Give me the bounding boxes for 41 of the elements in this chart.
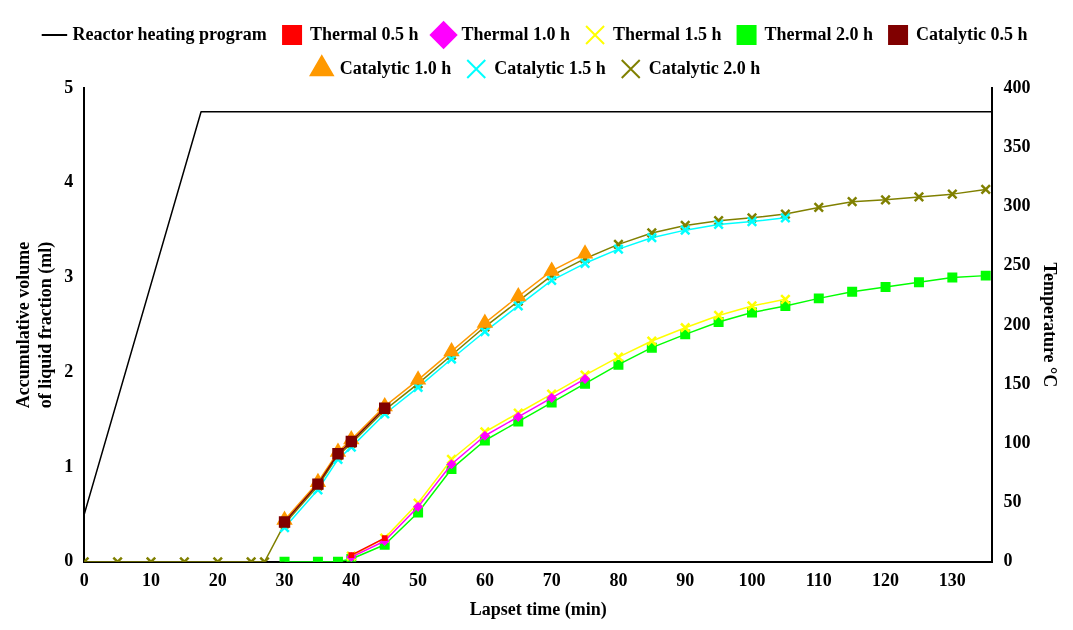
y-axis-title: Accumulative volume of liquid fraction (ml) <box>13 241 57 409</box>
x-tick-label: 10 <box>141 570 160 591</box>
y2-tick-label: 200 <box>1003 313 1031 334</box>
legend-label: Thermal 1.0 h <box>461 23 571 44</box>
y-tick-label: 4 <box>64 171 74 192</box>
legend-label: Thermal 0.5 h <box>310 23 419 44</box>
y2-tick-label: 150 <box>1003 372 1031 393</box>
y2-tick-label: 400 <box>1003 76 1031 97</box>
x-tick-label: 120 <box>872 570 900 591</box>
y2-axis-title: Temperature °C <box>1039 262 1060 388</box>
legend-label: Thermal 2.0 h <box>764 23 874 44</box>
y2-tick-label: 50 <box>1003 491 1022 512</box>
y2-tick-label: 0 <box>1003 550 1013 571</box>
legend-label: Thermal 1.5 h <box>613 23 722 44</box>
y-tick-label: 2 <box>64 360 74 381</box>
x-tick-label: 80 <box>609 570 628 591</box>
y-tick-label: 5 <box>64 76 74 97</box>
y-tick-label: 3 <box>64 266 74 287</box>
x-tick-label: 110 <box>805 570 832 591</box>
y-tick-label: 1 <box>64 455 74 476</box>
x-tick-label: 70 <box>542 570 561 591</box>
x-tick-label: 50 <box>409 570 428 591</box>
y2-tick-label: 250 <box>1003 254 1031 275</box>
x-tick-label: 130 <box>938 570 966 591</box>
legend-label: Catalytic 1.5 h <box>494 57 606 78</box>
x-tick-label: 0 <box>79 570 89 591</box>
y2-tick-label: 100 <box>1003 432 1031 453</box>
legend-label: Reactor heating program <box>72 23 267 44</box>
legend-label: Catalytic 1.0 h <box>339 57 452 78</box>
x-axis-title: Lapset time (min) <box>469 598 607 620</box>
x-tick-label: 60 <box>475 570 494 591</box>
x-tick-label: 40 <box>342 570 361 591</box>
x-tick-label: 30 <box>275 570 294 591</box>
y2-tick-label: 350 <box>1003 135 1031 156</box>
y2-tick-label: 300 <box>1003 195 1031 216</box>
y-tick-label: 0 <box>64 550 74 571</box>
legend-label: Catalytic 0.5 h <box>916 23 1028 44</box>
x-tick-label: 90 <box>676 570 695 591</box>
x-tick-label: 100 <box>738 570 766 591</box>
x-tick-label: 20 <box>208 570 227 591</box>
legend-label: Catalytic 2.0 h <box>648 57 761 78</box>
